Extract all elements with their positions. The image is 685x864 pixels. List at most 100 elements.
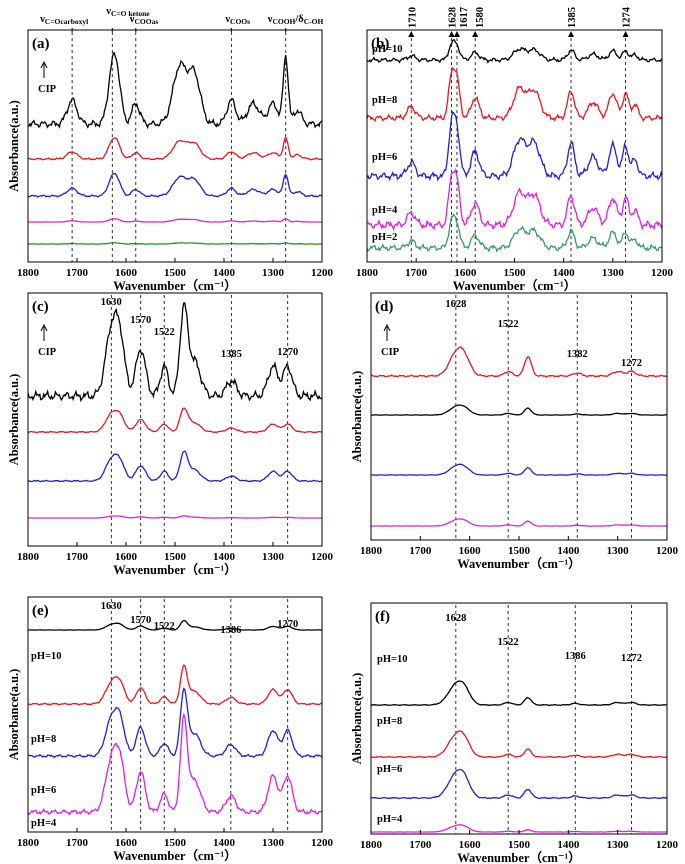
cip-label: CIP [38,84,57,95]
y-axis-label: Absorbance(a.u.) [350,673,364,765]
x-axis-label: Wavenumber（cm⁻¹） [113,848,237,863]
top-annotation-1628: νC=O ketone [105,6,150,18]
peak-label-1522: 1522 [154,621,175,632]
series-cip [370,346,667,378]
series-ph-2 [366,213,663,253]
series-label-3: pH=4 [31,818,57,829]
top-annotation-1385: 1385 [567,7,578,28]
series-series-5 [27,242,322,245]
x-tick-label-1600: 1600 [459,545,482,557]
top-annotation-1710: 1710 [407,7,418,28]
series-series-3 [27,172,322,198]
series-ph-8 [366,67,663,123]
peak-label-1570: 1570 [130,615,151,626]
x-tick-label-1200: 1200 [656,839,679,851]
y-axis-label: Absorbance(a.u.) [350,371,364,463]
series-label-1: pH=8 [31,734,56,745]
x-tick-label-1600: 1600 [115,551,138,563]
x-axis-label: Wavenumber（cm⁻¹） [453,278,577,293]
annotation-arrow-icon [472,31,479,37]
x-tick-label-1200: 1200 [311,267,334,279]
y-axis-label: Absorbance(a.u.) [7,374,21,466]
x-tick-label-1300: 1300 [262,551,285,563]
cip-label: CIP [381,347,400,358]
x-tick-label-1200: 1200 [311,837,334,849]
series-ph-10 [366,39,663,64]
x-tick-label-1400: 1400 [213,837,236,849]
series-ph-6 [366,111,663,182]
peak-label-1630: 1630 [101,297,122,308]
x-tick-label-1800: 1800 [360,545,383,557]
x-axis-label: Wavenumber（cm⁻¹） [457,850,581,864]
series-label-2: pH=6 [31,785,56,796]
series-ph-6 [28,687,323,759]
x-tick-label-1600: 1600 [454,267,477,279]
peak-label-1386: 1386 [565,651,586,662]
x-tick-label-1400: 1400 [557,545,580,557]
top-annotation-1385: νCOOs [224,14,250,26]
series-series-3 [27,450,323,483]
annotation-arrow-icon [448,31,455,37]
x-tick-label-1700: 1700 [66,837,89,849]
series-label-1: pH=8 [377,716,402,727]
x-tick-label-1800: 1800 [360,839,383,851]
x-tick-label-1300: 1300 [607,545,630,557]
peak-label-1628: 1628 [445,299,466,310]
panel-d: 1800 1700 1600 1500 1400 1300 1200 Wavenumber（c… [350,292,679,571]
x-tick-label-1800: 1800 [17,837,40,849]
peak-label-1270: 1270 [277,347,298,358]
x-tick-label-1500: 1500 [508,545,531,557]
plot-frame [370,292,668,541]
top-annotation-1617: 1617 [459,7,470,28]
y-axis-label: Absorbance(a.u.) [7,100,21,192]
panel-label: (e) [32,603,49,619]
series-cip [27,302,323,403]
x-tick-label-1800: 1800 [17,551,40,563]
x-tick-label-1700: 1700 [409,839,432,851]
series-ph-4 [366,168,663,232]
x-tick-label-1200: 1200 [651,267,674,279]
series-ph-4 [27,712,323,816]
panel-e: 1800 1700 1600 1500 1400 1300 1200 Wavenumber（c… [7,596,334,863]
x-tick-label-1700: 1700 [405,267,428,279]
series-label-2: pH=6 [377,764,402,775]
peak-label-1272: 1272 [621,653,642,664]
peak-label-1270: 1270 [277,619,298,630]
peak-label-1382: 1382 [567,349,588,360]
panel-a: 1800 1700 1600 1500 1400 1300 1200 Wavenumber（c… [7,6,334,293]
panel-f: 1800 1700 1600 1500 1400 1300 1200 Wavenumber（c… [350,602,679,864]
plot-frame [27,596,323,833]
x-tick-label-1600: 1600 [115,267,138,279]
top-annotation-1274: νCOOH/δC-OH [267,14,324,26]
peak-label-1385: 1385 [221,349,242,360]
series-series-2 [27,135,322,161]
x-tick-label-1800: 1800 [17,267,40,279]
x-tick-label-1500: 1500 [164,837,187,849]
x-tick-label-1400: 1400 [213,267,236,279]
top-annotation-1628: 1628 [448,7,459,28]
series-series-4 [28,218,323,223]
x-tick-label-1700: 1700 [66,267,89,279]
plot-frame [27,292,323,547]
annotation-arrow-icon [408,31,415,37]
series-ph-6 [370,768,668,800]
x-tick-label-1300: 1300 [262,267,285,279]
series-ph-10 [370,680,668,707]
cip-label: CIP [38,347,57,358]
x-tick-label-1400: 1400 [557,839,580,851]
series-label-1: pH=8 [372,95,397,106]
x-tick-label-1300: 1300 [607,839,630,851]
x-tick-label-1800: 1800 [356,267,379,279]
series-label-0: pH=10 [377,654,408,665]
panel-label: (b) [371,36,389,52]
panel-c: 1800 1700 1600 1500 1400 1300 1200 Wavenumber（c… [7,292,334,577]
x-tick-label-1500: 1500 [508,839,531,851]
series-series-4 [370,518,667,527]
x-tick-label-1500: 1500 [164,551,187,563]
peak-label-1628: 1628 [445,613,466,624]
series-series-2 [27,407,323,434]
peak-label-1386: 1386 [220,625,241,636]
series-ph-10 [27,619,323,631]
cip-arrowhead-icon [40,323,48,332]
